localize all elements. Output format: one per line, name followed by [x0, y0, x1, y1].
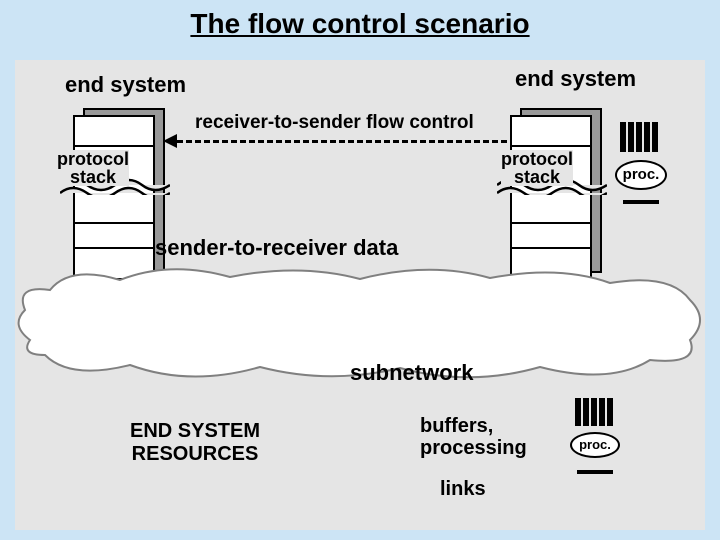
end-system-left-label: end system [65, 72, 186, 98]
text: protocol [57, 149, 129, 169]
text: protocol [501, 149, 573, 169]
link-bar-icon [577, 470, 613, 474]
text: stack [70, 167, 116, 187]
text: buffers, [420, 415, 493, 437]
text: stack [514, 167, 560, 187]
bar [607, 398, 613, 426]
stack-divider [512, 145, 590, 147]
bar [652, 122, 658, 152]
text: processing [420, 437, 527, 459]
stack-divider [75, 145, 153, 147]
text: RESOURCES [132, 443, 259, 465]
bar [636, 122, 642, 152]
end-system-right-label: end system [515, 66, 636, 92]
proc-oval: proc. [615, 160, 667, 190]
buffer-icon [575, 398, 613, 426]
end-system-resources-label: END SYSTEM RESOURCES [130, 420, 260, 466]
link-bar-icon [623, 200, 659, 204]
flow-control-label: receiver-to-sender flow control [195, 112, 474, 134]
buffers-processing-label: buffers, processing [420, 415, 527, 459]
bar [599, 398, 605, 426]
bar [591, 398, 597, 426]
proc-oval: proc. [570, 432, 620, 458]
flow-control-arrow [177, 140, 507, 143]
bar [583, 398, 589, 426]
protocol-stack-right-label: protocol stack [501, 150, 573, 186]
subnetwork-label: subnetwork [350, 360, 473, 386]
stack-divider [512, 247, 590, 249]
bar [628, 122, 634, 152]
links-label: links [440, 478, 486, 501]
stack-divider [75, 222, 153, 224]
diagram-area: end system end system protocol stack pro… [15, 60, 705, 530]
text: END SYSTEM [130, 420, 260, 442]
page-title: The flow control scenario [190, 8, 529, 40]
arrow-head-icon [163, 134, 177, 148]
stack-divider [512, 222, 590, 224]
stack-divider [75, 247, 153, 249]
buffer-icon [620, 122, 658, 152]
bar [644, 122, 650, 152]
bar [575, 398, 581, 426]
protocol-stack-left-label: protocol stack [57, 150, 129, 186]
bar [620, 122, 626, 152]
